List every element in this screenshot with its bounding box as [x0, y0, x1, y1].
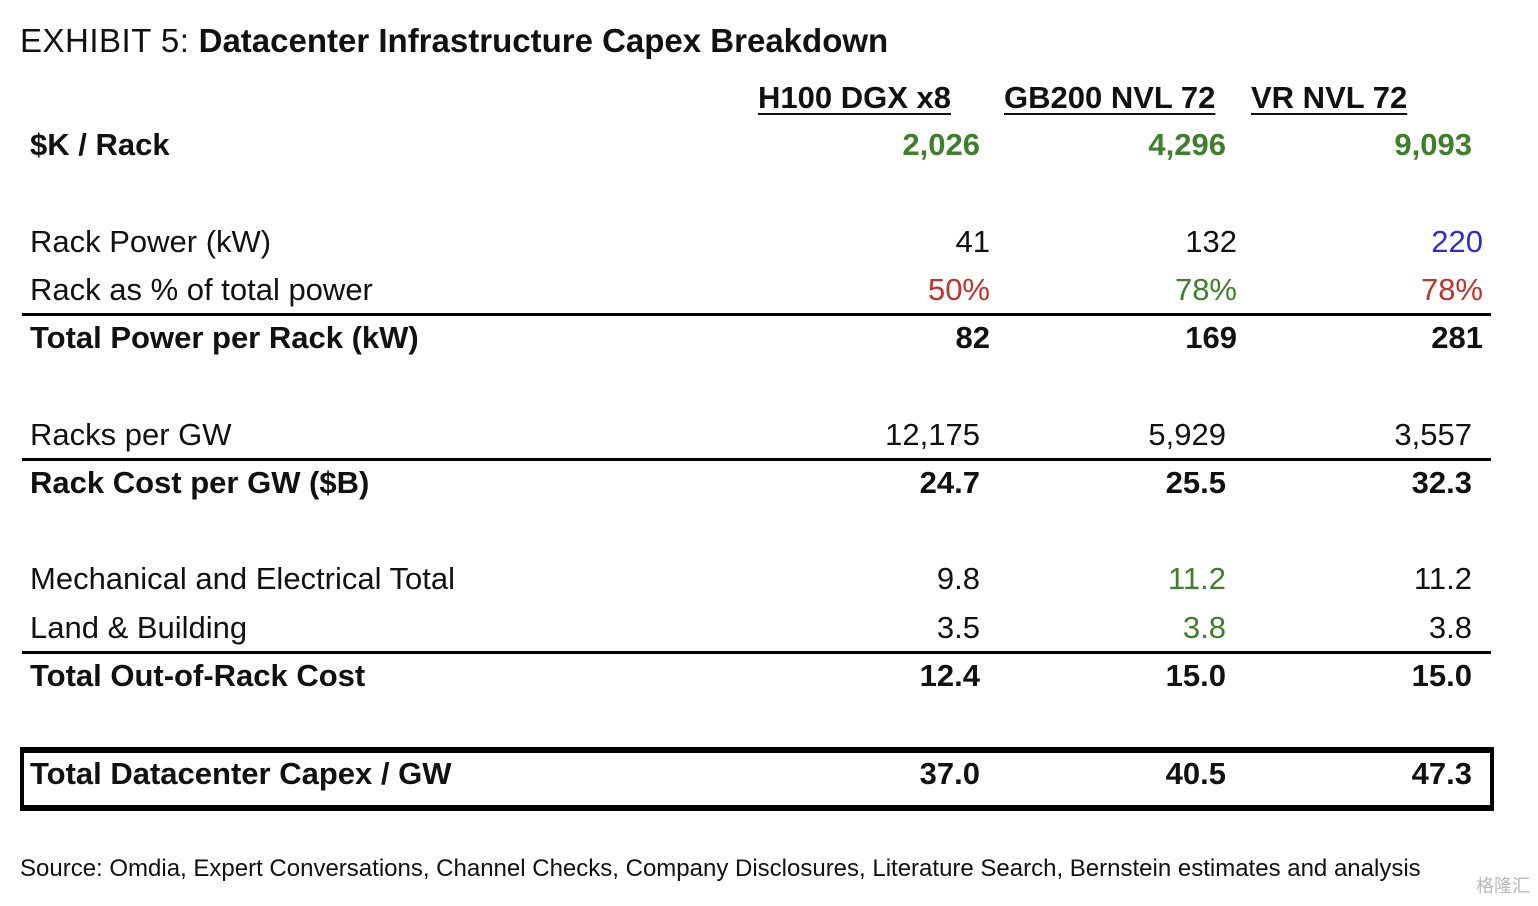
- row-mechanical-electrical: Mechanical and Electrical Total 9.8 11.2…: [30, 561, 1490, 601]
- cell-value: 32.3: [1411, 465, 1472, 500]
- cell-value: 3.8: [1428, 610, 1472, 645]
- cell-value: 15.0: [1165, 658, 1226, 693]
- cell-value: 3.5: [936, 610, 980, 645]
- row-k-per-rack: $K / Rack 2,026 4,296 9,093: [30, 127, 1490, 167]
- cell-value: 78%: [1420, 272, 1483, 307]
- cell-value: 25.5: [1165, 465, 1226, 500]
- watermark: 格隆汇: [1476, 876, 1530, 896]
- cell-value: 4,296: [1148, 127, 1226, 162]
- cell-value: 169: [1185, 320, 1237, 355]
- cell-value: 220: [1431, 224, 1483, 259]
- cell-value: 40.5: [1165, 756, 1226, 791]
- column-header-h100: H100 DGX x8: [758, 80, 951, 115]
- row-label: Land & Building: [30, 610, 248, 645]
- divider: [22, 313, 1491, 316]
- row-total-out-of-rack: Total Out-of-Rack Cost 12.4 15.0 15.0: [30, 658, 1490, 698]
- cell-value: 3.8: [1182, 610, 1226, 645]
- row-label: Total Out-of-Rack Cost: [30, 658, 366, 693]
- exhibit-heading: Datacenter Infrastructure Capex Breakdow…: [198, 22, 889, 59]
- divider: [22, 458, 1491, 461]
- cell-value: 2,026: [902, 127, 980, 162]
- row-label: Mechanical and Electrical Total: [30, 561, 456, 596]
- cell-value: 41: [955, 224, 990, 259]
- cell-value: 132: [1185, 224, 1237, 259]
- cell-value: 50%: [927, 272, 990, 307]
- total-capex-box: [20, 747, 1494, 811]
- cell-value: 37.0: [919, 756, 980, 791]
- row-rack-cost-per-gw: Rack Cost per GW ($B) 24.7 25.5 32.3: [30, 465, 1490, 505]
- row-label: Racks per GW: [30, 417, 232, 452]
- divider: [22, 651, 1491, 654]
- row-label: Rack as % of total power: [30, 272, 373, 307]
- column-header-gb200: GB200 NVL 72: [1004, 80, 1216, 115]
- cell-value: 281: [1431, 320, 1483, 355]
- cell-value: 3,557: [1394, 417, 1472, 452]
- row-total-datacenter-capex: Total Datacenter Capex / GW 37.0 40.5 47…: [30, 756, 1490, 796]
- row-label: Total Power per Rack (kW): [30, 320, 419, 355]
- row-label: Rack Cost per GW ($B): [30, 465, 370, 500]
- row-label: Rack Power (kW): [30, 224, 272, 259]
- cell-value: 82: [955, 320, 990, 355]
- exhibit-title: EXHIBIT 5: Datacenter Infrastructure Cap…: [20, 22, 888, 60]
- exhibit-number: EXHIBIT 5:: [20, 22, 190, 59]
- cell-value: 24.7: [919, 465, 980, 500]
- column-header-vr: VR NVL 72: [1251, 80, 1408, 115]
- cell-value: 9,093: [1394, 127, 1472, 162]
- row-label: Total Datacenter Capex / GW: [30, 756, 452, 791]
- row-rack-power: Rack Power (kW) 41 132 220: [30, 224, 1490, 264]
- cell-value: 11.2: [1413, 561, 1472, 596]
- cell-value: 12.4: [919, 658, 980, 693]
- row-label: $K / Rack: [30, 127, 170, 162]
- cell-value: 15.0: [1411, 658, 1472, 693]
- row-racks-per-gw: Racks per GW 12,175 5,929 3,557: [30, 417, 1490, 457]
- cell-value: 11.2: [1167, 561, 1226, 596]
- cell-value: 12,175: [885, 417, 980, 452]
- row-rack-pct-power: Rack as % of total power 50% 78% 78%: [30, 272, 1490, 312]
- row-total-power: Total Power per Rack (kW) 82 169 281: [30, 320, 1490, 360]
- cell-value: 9.8: [936, 561, 980, 596]
- cell-value: 47.3: [1411, 756, 1472, 791]
- row-land-building: Land & Building 3.5 3.8 3.8: [30, 610, 1490, 650]
- source-note: Source: Omdia, Expert Conversations, Cha…: [20, 855, 1421, 882]
- cell-value: 5,929: [1148, 417, 1226, 452]
- cell-value: 78%: [1174, 272, 1237, 307]
